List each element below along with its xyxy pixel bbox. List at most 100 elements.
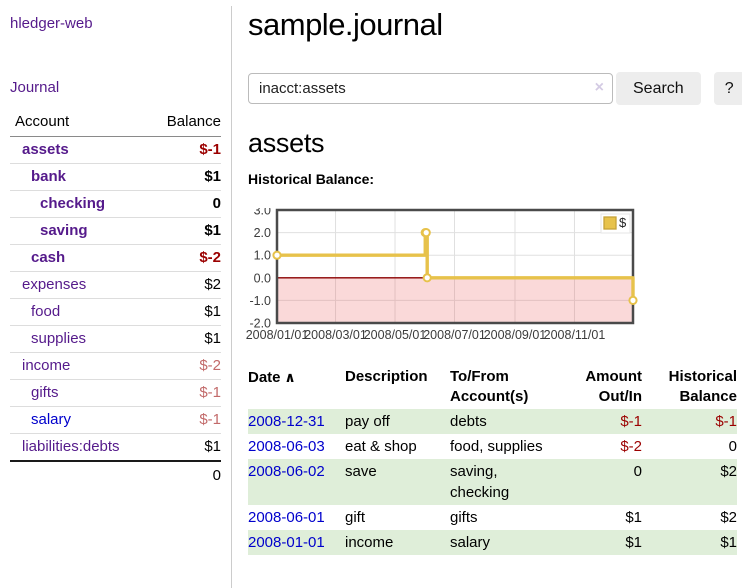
table-row: 2008-01-01 income salary $1 $1: [248, 530, 737, 556]
account-link[interactable]: liabilities:debts: [22, 438, 120, 455]
account-row: gifts $-1: [10, 379, 221, 406]
account-balance: $-1: [199, 141, 221, 158]
account-row: checking 0: [10, 190, 221, 217]
clear-search-icon[interactable]: ×: [594, 79, 604, 97]
amount-cell: 0: [633, 463, 642, 481]
account-balance: $-2: [199, 357, 221, 374]
date-link[interactable]: 2008-12-31: [248, 413, 325, 431]
table-row: 2008-06-02 save saving, checking 0 $2: [248, 459, 737, 506]
register-header: Historical Balance: [668, 368, 737, 406]
account-row: cash $-2: [10, 244, 221, 271]
plot-border: [275, 208, 635, 325]
date-link[interactable]: 2008-06-01: [248, 509, 325, 527]
y-tick-label: 0.0: [254, 271, 271, 285]
accounts-table-header: Account Balance: [10, 110, 221, 137]
data-point: [628, 295, 638, 306]
balance-cell: 0: [728, 438, 737, 456]
app-title-link[interactable]: hledger-web: [10, 15, 93, 32]
x-tick-label: 2008/05/01: [364, 328, 427, 342]
register-header: Amount Out/In: [585, 368, 642, 406]
account-row: supplies $1: [10, 325, 221, 352]
historical-balance-chart[interactable]: $3.0 2.0 1.0 0.0 -1.0 -2.0 2008/01/01 2008/03/0…: [243, 204, 645, 345]
description-cell: gift: [345, 509, 366, 527]
account-balance: $1: [204, 303, 221, 320]
account-link[interactable]: cash: [31, 249, 66, 266]
account-link[interactable]: assets: [22, 141, 69, 158]
account-link[interactable]: bank: [31, 168, 67, 185]
x-tick-label: 2008/09/01: [484, 328, 547, 342]
account-balance: $2: [204, 276, 221, 293]
table-row: 2008-06-03 eat & shop food, supplies $-2 0: [248, 434, 737, 459]
accounts-cell: salary: [450, 534, 491, 552]
date-link[interactable]: 2008-01-01: [248, 534, 325, 552]
section-title: assets: [248, 128, 325, 159]
accounts-cell: saving, checking: [450, 463, 510, 502]
accounts-header-balance: Balance: [166, 113, 221, 130]
sidebar: hledger-web Journal Account Balance asse…: [0, 6, 232, 588]
date-link[interactable]: 2008-06-03: [248, 438, 325, 456]
balance-cell: $-1: [715, 413, 737, 431]
accounts-cell: gifts: [450, 509, 478, 527]
balance-cell: $1: [720, 534, 737, 552]
data-point: [272, 250, 282, 260]
account-balance: $1: [204, 438, 221, 455]
accounts-total: 0: [10, 460, 221, 489]
legend-label: $: [619, 215, 627, 230]
account-balance: $1: [204, 330, 221, 347]
account-balance: $1: [204, 222, 221, 239]
description-cell: pay off: [345, 413, 390, 431]
account-link[interactable]: checking: [40, 195, 106, 212]
help-button[interactable]: ?: [713, 72, 742, 106]
account-row: bank $1: [10, 163, 221, 190]
register-header: To/From Account(s): [450, 368, 529, 406]
account-link[interactable]: saving: [40, 222, 88, 239]
amount-cell: $1: [625, 509, 642, 527]
sidebar-item-journal[interactable]: Journal: [10, 79, 60, 96]
account-link[interactable]: salary: [31, 411, 72, 428]
balance-cell: $2: [720, 463, 737, 481]
balance-cell: $2: [720, 509, 737, 527]
legend-swatch: [603, 216, 617, 230]
account-balance: $-1: [199, 411, 221, 428]
chart-svg: $3.0 2.0 1.0 0.0 -1.0 -2.02008/01/012008/03/0…: [246, 204, 638, 342]
account-row: income $-2: [10, 352, 221, 379]
register-header[interactable]: Date ∧: [248, 369, 296, 387]
account-balance: 0: [212, 195, 221, 212]
page-title: sample.journal: [248, 7, 443, 42]
search-input[interactable]: [248, 73, 613, 105]
y-tick-label: 2.0: [254, 226, 271, 240]
search-bar: × Search ?: [248, 72, 742, 106]
y-tick-label: -1.0: [249, 294, 271, 308]
accounts-header-account: Account: [15, 113, 70, 130]
y-tick-label: -2.0: [249, 317, 271, 331]
account-balance: $1: [204, 168, 221, 185]
account-row: food $1: [10, 298, 221, 325]
description-cell: income: [345, 534, 394, 552]
description-cell: eat & shop: [345, 438, 417, 456]
y-tick-label: 3.0: [254, 208, 271, 218]
account-link[interactable]: gifts: [31, 384, 59, 401]
account-link[interactable]: expenses: [22, 276, 87, 293]
account-row: assets $-1: [10, 137, 221, 163]
sort-asc-icon: ∧: [280, 369, 296, 386]
account-row: saving $1: [10, 217, 221, 244]
account-row: salary $-1: [10, 406, 221, 433]
account-row: expenses $2: [10, 271, 221, 298]
main-content: sample.journal × Search ? assets Histori…: [233, 6, 742, 556]
account-balance: $-2: [199, 249, 221, 266]
register-header: Description: [345, 368, 428, 386]
x-tick-label: 2008/03/01: [304, 328, 367, 342]
amount-cell: $1: [625, 534, 642, 552]
x-tick-label: 2008/07/01: [423, 328, 486, 342]
chart-label: Historical Balance:: [248, 171, 375, 188]
search-button[interactable]: Search: [616, 72, 701, 106]
amount-cell: $-2: [620, 438, 642, 456]
x-tick-label: 2008/01/01: [246, 328, 309, 342]
amount-cell: $-1: [620, 413, 642, 431]
account-link[interactable]: supplies: [31, 330, 87, 347]
account-balance: $-1: [199, 384, 221, 401]
account-link[interactable]: income: [22, 357, 71, 374]
account-link[interactable]: food: [31, 303, 61, 320]
account-row: liabilities:debts $1: [10, 433, 221, 460]
date-link[interactable]: 2008-06-02: [248, 463, 325, 481]
